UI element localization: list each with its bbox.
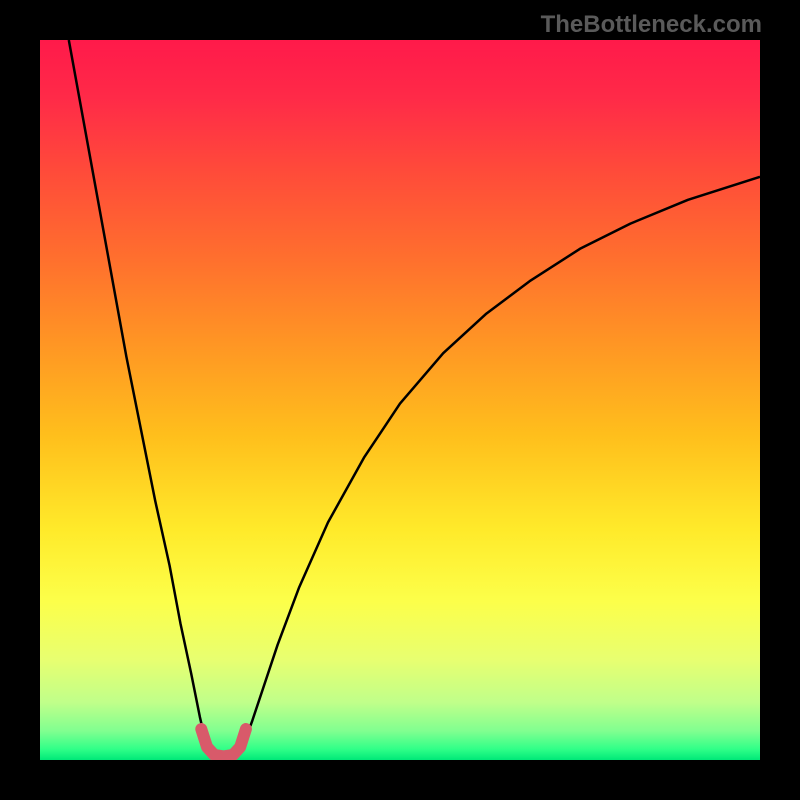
watermark-label: TheBottleneck.com [541,11,762,39]
optimal-range-marker [201,729,246,756]
bottleneck-curve [69,40,760,757]
chart-container: TheBottleneck.com [0,0,800,800]
curve-layer [40,40,760,760]
plot-area [40,40,760,760]
